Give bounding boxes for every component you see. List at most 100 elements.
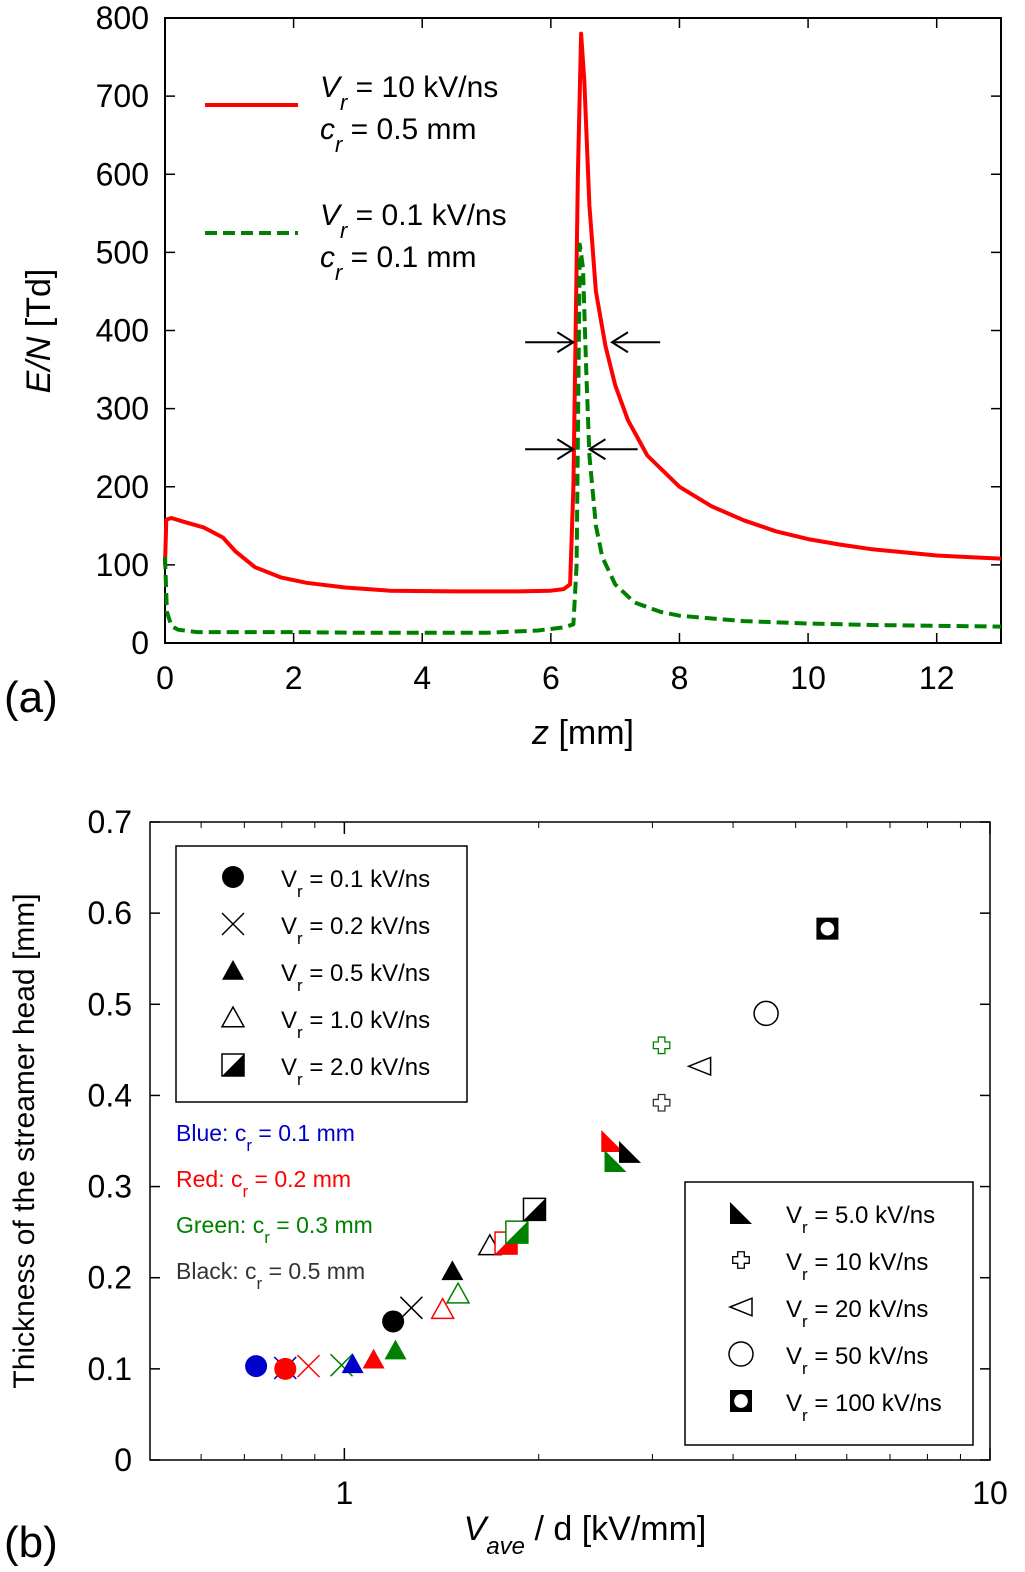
y-tick-label-b: 0.6 — [88, 895, 132, 931]
y-tick-label-a: 500 — [96, 234, 149, 270]
data-point — [274, 1357, 297, 1380]
y-tick-label-b: 0.3 — [88, 1169, 132, 1205]
marker-triangle — [362, 1348, 385, 1369]
marker-cross — [221, 912, 245, 936]
marker-corner-triangle — [601, 1130, 624, 1152]
legend-label-b: Vr = 10 kV/ns — [786, 1249, 928, 1284]
marker-half-square-fill — [222, 1054, 244, 1076]
data-point — [505, 1220, 529, 1244]
marker-plus-open — [652, 1036, 671, 1055]
y-tick-label-a: 700 — [96, 78, 149, 114]
y-tick-label-b: 0.1 — [88, 1351, 132, 1387]
data-point — [384, 1339, 407, 1360]
data-point — [652, 1093, 671, 1112]
x-tick-label-b: 1 — [335, 1475, 353, 1511]
data-point — [686, 1056, 712, 1077]
marker-triangle-open — [430, 1297, 455, 1320]
marker-triangle — [341, 1353, 364, 1374]
legend-label-a: Vr = 10 kV/ns — [320, 71, 498, 115]
y-tick-label-a: 100 — [96, 547, 149, 583]
data-point — [601, 1130, 624, 1152]
data-point — [441, 1260, 464, 1281]
data-point — [399, 1296, 423, 1320]
data-point — [604, 1150, 627, 1173]
panel-label-b: (b) — [4, 1518, 58, 1567]
y-tick-label-a: 800 — [96, 0, 149, 36]
marker-cross — [399, 1296, 423, 1320]
color-key-label: Blue: cr = 0.1 mm — [176, 1120, 355, 1155]
color-key-label: Red: cr = 0.2 mm — [176, 1166, 351, 1201]
marker-plus-open — [732, 1251, 750, 1269]
x-tick-label-a: 12 — [919, 660, 955, 696]
marker-circle — [382, 1310, 405, 1333]
panel-label-a: (a) — [4, 673, 58, 722]
legend-label-b: Vr = 0.2 kV/ns — [281, 913, 430, 948]
legend-label-b: Vr = 1.0 kV/ns — [281, 1007, 430, 1042]
legend-label-a: cr = 0.5 mm — [320, 113, 477, 157]
marker-circle-open — [728, 1341, 754, 1367]
marker-triangle — [222, 960, 244, 980]
data-point — [362, 1348, 385, 1369]
marker-circle — [222, 866, 244, 888]
y-tick-label-a: 400 — [96, 313, 149, 349]
marker-triangle — [441, 1260, 464, 1281]
y-tick-label-b: 0 — [114, 1442, 132, 1478]
marker-left-triangle — [686, 1056, 712, 1077]
series-line-a-1 — [163, 242, 1002, 635]
legend-label-b: Vr = 0.1 kV/ns — [281, 866, 430, 901]
legend-label-b: Vr = 0.5 kV/ns — [281, 960, 430, 995]
marker-triangle — [384, 1339, 407, 1360]
x-axis-label-a: z [mm] — [531, 714, 634, 752]
marker-corner-triangle — [730, 1202, 752, 1224]
marker-corner-triangle — [619, 1140, 642, 1163]
marker-half-square-fill — [505, 1221, 528, 1244]
data-point — [382, 1310, 405, 1333]
marker-left-triangle — [727, 1297, 753, 1317]
data-point — [445, 1281, 471, 1304]
x-tick-label-b: 10 — [972, 1475, 1008, 1511]
y-tick-label-a: 600 — [96, 156, 149, 192]
legend-label-b: Vr = 5.0 kV/ns — [786, 1202, 935, 1237]
width-arrow-head — [587, 438, 606, 461]
width-arrow-head — [610, 331, 629, 354]
legend-label-a: Vr = 0.1 kV/ns — [320, 199, 507, 243]
marker-square-dot-dot — [820, 921, 835, 936]
marker-cross — [296, 1354, 321, 1378]
marker-circle — [245, 1355, 268, 1378]
legend-label-a: cr = 0.1 mm — [320, 241, 477, 285]
data-point — [619, 1140, 642, 1163]
data-point — [245, 1355, 268, 1378]
x-tick-label-a: 10 — [790, 660, 826, 696]
marker-circle — [274, 1357, 297, 1380]
marker-half-square-fill — [523, 1198, 546, 1221]
y-tick-label-b: 0.4 — [88, 1077, 132, 1113]
data-point — [816, 917, 839, 940]
y-tick-label-a: 200 — [96, 469, 149, 505]
x-tick-label-a: 2 — [285, 660, 303, 696]
data-point — [652, 1036, 671, 1055]
legend-label-b: Vr = 50 kV/ns — [786, 1343, 928, 1378]
panel-a-line-chart: 0 2 4 6 8 10 12 0 100 200 300 400 500 600 700 800 Vr = 1… — [4, 0, 1002, 752]
y-tick-label-a: 300 — [96, 391, 149, 427]
width-arrow-head — [556, 331, 576, 354]
y-tick-label-b: 0.5 — [88, 986, 132, 1022]
panel-b-scatter-chart: 1 10 0 0.1 0.2 0.3 0.4 0.5 0.6 0.7 Vr = 0.1 kV/ns V… — [4, 804, 1008, 1567]
legend-label-b: Vr = 100 kV/ns — [786, 1390, 942, 1425]
width-arrow-head — [556, 438, 576, 461]
x-tick-label-a: 4 — [413, 660, 431, 696]
marker-circle-open — [753, 1000, 779, 1027]
y-tick-label-a: 0 — [131, 625, 149, 661]
y-tick-label-b: 0.7 — [88, 804, 132, 840]
data-point — [753, 1000, 779, 1027]
x-axis-label-b: Vave / d [kV/mm] — [464, 1510, 707, 1560]
color-key-label: Black: cr = 0.5 mm — [176, 1258, 365, 1293]
y-axis-label-b: Thickness of the streamer head [mm] — [8, 893, 41, 1388]
marker-triangle-open — [220, 1005, 246, 1028]
x-tick-label-a: 8 — [671, 660, 689, 696]
x-tick-label-a: 6 — [542, 660, 560, 696]
legend-label-b: Vr = 2.0 kV/ns — [281, 1054, 430, 1089]
marker-plus-open — [652, 1093, 671, 1112]
series-line-a-0 — [163, 31, 1002, 594]
marker-corner-triangle — [604, 1150, 627, 1173]
